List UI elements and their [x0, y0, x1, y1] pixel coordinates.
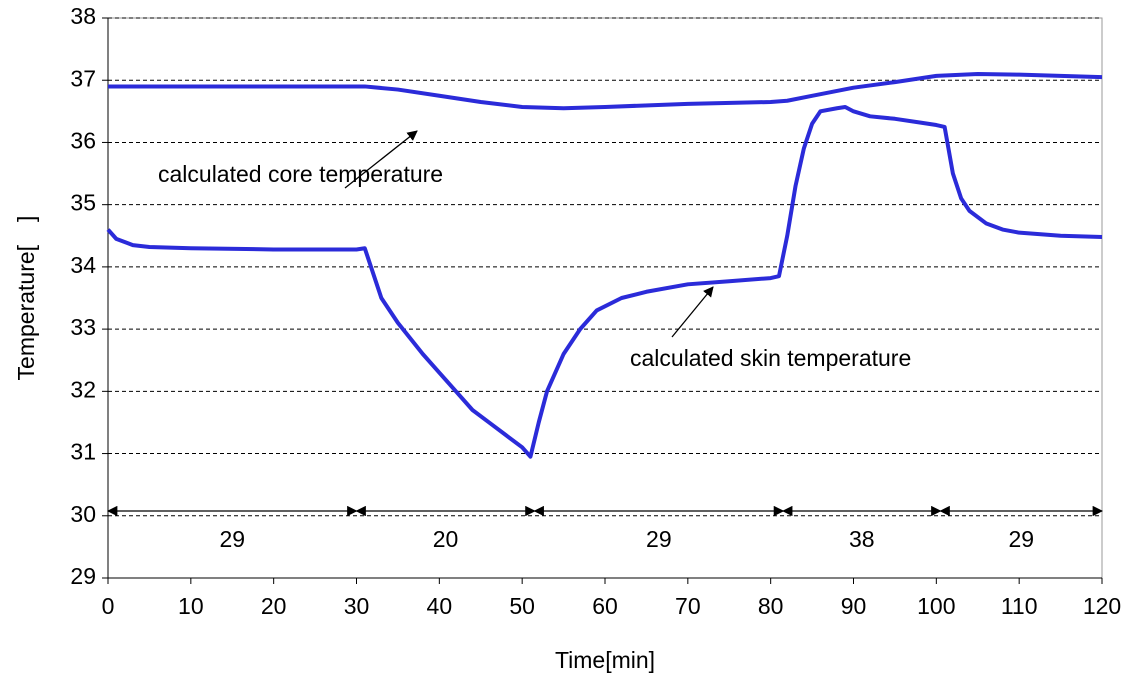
y-tick-label: 29: [70, 563, 96, 589]
x-tick-label: 70: [675, 593, 701, 619]
plot-area: [107, 17, 1103, 579]
x-tick-label: 110: [1001, 593, 1038, 619]
x-tick-label: 40: [427, 593, 453, 619]
series-line: [108, 72, 1103, 111]
x-tick-label: 80: [758, 593, 784, 619]
x-tick-label: 60: [592, 593, 618, 619]
annotation: calculated skin temperature: [630, 345, 911, 371]
period-label: 29: [1008, 526, 1034, 552]
annotation-arrow: [344, 130, 418, 189]
y-tick-label: 38: [70, 3, 96, 29]
period-label: 29: [646, 526, 672, 552]
x-tick-label: 120: [1083, 593, 1121, 619]
annotation: calculated core temperature: [158, 161, 443, 187]
y-tick-label: 32: [70, 376, 96, 402]
x-tick-label: 100: [917, 593, 955, 619]
y-tick-label: 37: [70, 65, 96, 91]
series-line: [106, 104, 1103, 459]
x-tick-label: 30: [344, 593, 370, 619]
y-tick-label: 33: [70, 314, 96, 340]
annotation-arrow: [671, 286, 714, 338]
x-tick-label: 90: [841, 593, 867, 619]
y-axis-label: Temperature[ ]: [13, 216, 39, 381]
y-tick-label: 34: [70, 252, 96, 278]
period-label: 29: [219, 526, 245, 552]
x-tick-label: 50: [509, 593, 535, 619]
y-tick-label: 31: [70, 439, 96, 465]
x-tick-label: 10: [178, 593, 204, 619]
x-axis-label: Time[min]: [555, 647, 655, 673]
x-tick-label: 20: [261, 593, 287, 619]
x-tick-label: 0: [102, 593, 115, 619]
y-tick-label: 35: [70, 190, 96, 216]
y-tick-label: 30: [70, 501, 96, 527]
period-label: 20: [433, 526, 459, 552]
y-tick-label: 36: [70, 128, 96, 154]
period-label: 38: [849, 526, 875, 552]
